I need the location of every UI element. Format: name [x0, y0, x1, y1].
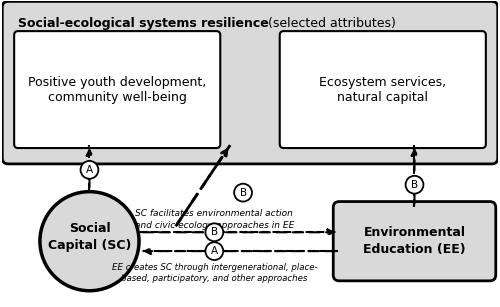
Text: SC facilitates environmental action
and civic ecology approaches in EE: SC facilitates environmental action and …	[134, 209, 294, 230]
Text: Ecosystem services,
natural capital: Ecosystem services, natural capital	[319, 76, 446, 103]
Text: B: B	[411, 180, 418, 190]
Text: Environmental
Education (EE): Environmental Education (EE)	[363, 226, 466, 256]
Text: EE creates SC through intergenerational, place-
based, participatory, and other : EE creates SC through intergenerational,…	[112, 263, 317, 283]
Circle shape	[206, 223, 223, 241]
Text: Positive youth development,
community well-being: Positive youth development, community we…	[28, 76, 206, 103]
Circle shape	[406, 176, 423, 194]
FancyBboxPatch shape	[280, 31, 486, 148]
Circle shape	[80, 161, 98, 179]
FancyBboxPatch shape	[333, 202, 496, 281]
Text: Social
Capital (SC): Social Capital (SC)	[48, 222, 131, 252]
Circle shape	[234, 184, 252, 202]
Text: B: B	[211, 227, 218, 237]
Text: (selected attributes): (selected attributes)	[264, 17, 396, 30]
Text: A: A	[86, 165, 93, 175]
FancyBboxPatch shape	[2, 2, 498, 164]
Text: A: A	[211, 246, 218, 256]
Text: Social-ecological systems resilience: Social-ecological systems resilience	[18, 17, 269, 30]
FancyBboxPatch shape	[14, 31, 220, 148]
Text: B: B	[240, 188, 246, 198]
Circle shape	[40, 192, 139, 291]
Circle shape	[206, 242, 223, 260]
